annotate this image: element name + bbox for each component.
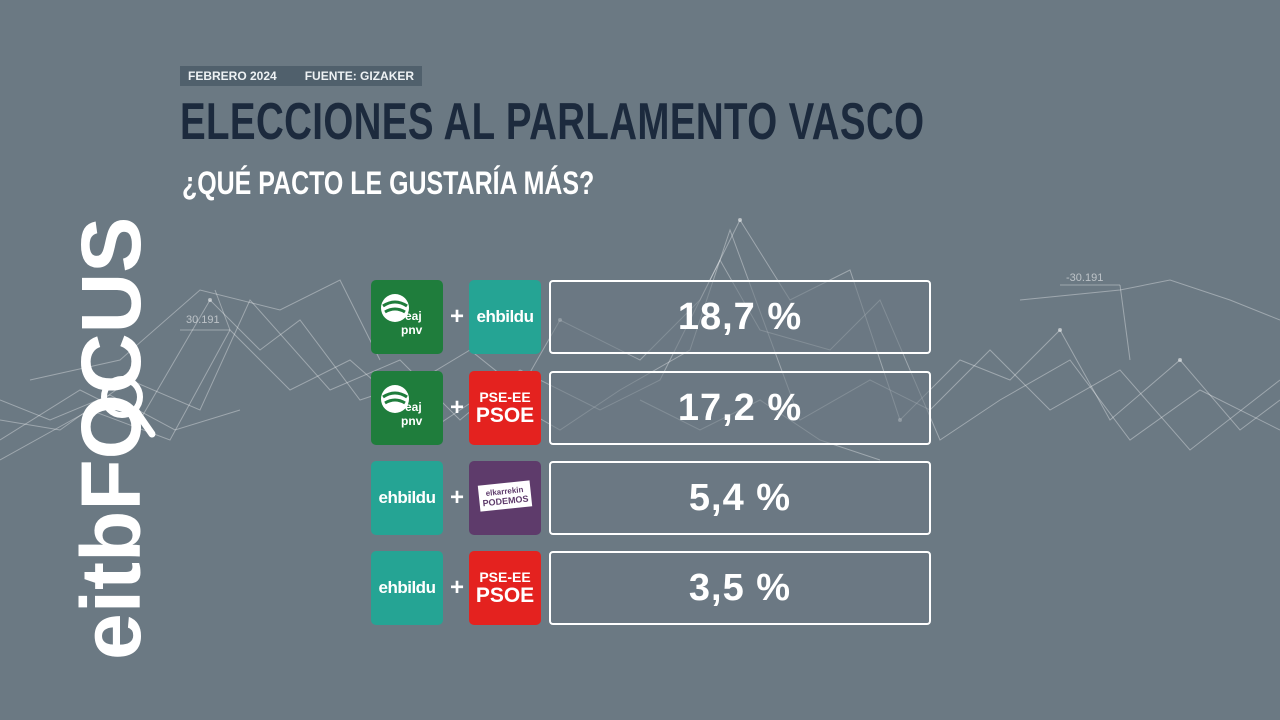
psoe-label-pse: PSE-EE (479, 569, 531, 585)
pnv-label-pnv: pnv (401, 414, 423, 428)
ehbildu-logo-icon: ehbildu (469, 280, 541, 354)
ehbildu-label: ehbildu (378, 578, 436, 597)
ehbildu-label: ehbildu (476, 307, 534, 326)
pact-value: 18,7 % (549, 280, 931, 354)
background-axis-label: -30.191 (1066, 272, 1104, 284)
pact-value: 17,2 % (549, 371, 931, 445)
pact-row: ehbildu + elkarrekin PODEMOS 5,4 % (371, 461, 931, 535)
ehbildu-label: ehbildu (378, 488, 436, 507)
plus-sign: + (449, 484, 464, 511)
pact-row: eaj pnv + ehbildu 18,7 % (371, 280, 931, 354)
podemos-logo-icon: elkarrekin PODEMOS (469, 461, 541, 535)
ehbildu-logo-icon: ehbildu (371, 551, 443, 625)
pnv-logo-icon: eaj pnv (371, 280, 443, 354)
pnv-label-eaj: eaj (405, 309, 422, 323)
brand-text: eitbFOCUS (64, 217, 158, 660)
plus-sign: + (449, 303, 464, 330)
psoe-logo-icon: PSE-EE PSOE (469, 551, 541, 625)
eitb-focus-logo: eitbFOCUS (64, 217, 158, 660)
pact-value: 5,4 % (549, 461, 931, 535)
pact-value: 3,5 % (549, 551, 931, 625)
date-label: FEBRERO 2024 (188, 69, 277, 83)
ehbildu-logo-icon: ehbildu (371, 461, 443, 535)
chart-subtitle: ¿QUÉ PACTO LE GUSTARÍA MÁS? (182, 165, 595, 201)
chart-title: ELECCIONES AL PARLAMENTO VASCO (180, 93, 925, 151)
pact-row: ehbildu + PSE-EE PSOE 3,5 % (371, 551, 931, 625)
meta-bar: FEBRERO 2024 FUENTE: GIZAKER (180, 66, 423, 86)
psoe-label-psoe: PSOE (475, 584, 535, 607)
pnv-label-eaj: eaj (405, 400, 422, 414)
psoe-logo-icon: PSE-EE PSOE (469, 371, 541, 445)
psoe-label-psoe: PSOE (475, 404, 535, 427)
plus-sign: + (449, 574, 464, 601)
pnv-logo-icon: eaj pnv (371, 371, 443, 445)
pact-row: eaj pnv + PSE-EE PSOE 17,2 % (371, 371, 931, 445)
pnv-label-pnv: pnv (401, 323, 423, 337)
plus-sign: + (449, 394, 464, 421)
source-label: FUENTE: GIZAKER (304, 69, 415, 83)
psoe-label-pse: PSE-EE (479, 389, 531, 405)
magnifier-icon (101, 376, 143, 418)
background-axis-label: 30.191 (186, 314, 220, 326)
